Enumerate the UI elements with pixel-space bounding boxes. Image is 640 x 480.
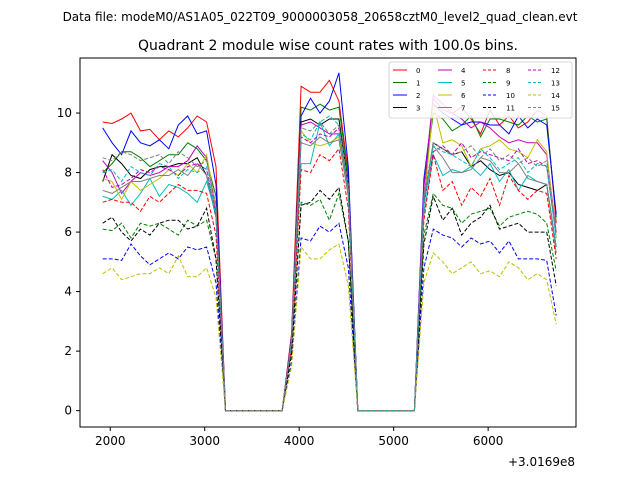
x-tick-label: 2000 bbox=[95, 434, 126, 448]
series-line-5 bbox=[102, 120, 557, 412]
y-tick-label: 0 bbox=[64, 404, 72, 418]
legend-label-10: 10 bbox=[506, 92, 515, 100]
series-line-0 bbox=[102, 79, 557, 412]
series-line-12 bbox=[102, 126, 557, 412]
series-line-3 bbox=[102, 118, 557, 412]
y-tick-label: 10 bbox=[57, 106, 72, 120]
series-line-1 bbox=[102, 103, 557, 412]
legend-label-12: 12 bbox=[551, 67, 560, 75]
x-tick-label: 5000 bbox=[378, 434, 409, 448]
y-axis: 0 2 4 6 8 10 bbox=[57, 106, 80, 418]
legend-label-11: 11 bbox=[506, 105, 515, 113]
legend-label-14: 14 bbox=[551, 92, 560, 100]
legend-label-2: 2 bbox=[416, 92, 420, 100]
legend-label-8: 8 bbox=[506, 67, 510, 75]
plot-border bbox=[79, 57, 577, 428]
x-axis: 2000 3000 4000 5000 6000 bbox=[95, 427, 503, 448]
x-tick-label: 3000 bbox=[189, 434, 220, 448]
chart-title: Quadrant 2 module wise count rates with … bbox=[138, 38, 518, 54]
series-line-11 bbox=[102, 186, 557, 412]
legend-label-13: 13 bbox=[551, 80, 560, 88]
series-line-9 bbox=[102, 191, 557, 412]
legend-label-9: 9 bbox=[506, 80, 510, 88]
chart-suptitle: Data file: modeM0/AS1A05_022T09_90000030… bbox=[63, 10, 578, 24]
x-tick-label: 4000 bbox=[284, 434, 315, 448]
y-tick-label: 2 bbox=[64, 344, 72, 358]
series-line-13 bbox=[102, 115, 557, 412]
series-line-10 bbox=[102, 222, 557, 412]
legend-label-3: 3 bbox=[416, 105, 420, 113]
y-tick-label: 4 bbox=[64, 285, 72, 299]
plot-area bbox=[79, 57, 577, 428]
legend-label-4: 4 bbox=[461, 67, 466, 75]
series-lines bbox=[102, 72, 557, 412]
series-line-8 bbox=[102, 147, 557, 412]
x-tick-label: 6000 bbox=[473, 434, 504, 448]
legend-label-15: 15 bbox=[551, 105, 560, 113]
legend-label-5: 5 bbox=[461, 80, 465, 88]
series-line-14 bbox=[102, 243, 557, 412]
legend-label-0: 0 bbox=[416, 67, 420, 75]
y-tick-label: 6 bbox=[64, 225, 72, 239]
legend-label-6: 6 bbox=[461, 92, 466, 100]
legend-box bbox=[388, 61, 573, 119]
legend-label-1: 1 bbox=[416, 80, 420, 88]
legend-label-7: 7 bbox=[461, 105, 465, 113]
series-line-15 bbox=[102, 121, 557, 412]
y-tick-label: 8 bbox=[64, 166, 72, 180]
x-offset-label: +3.0169e8 bbox=[508, 455, 575, 469]
